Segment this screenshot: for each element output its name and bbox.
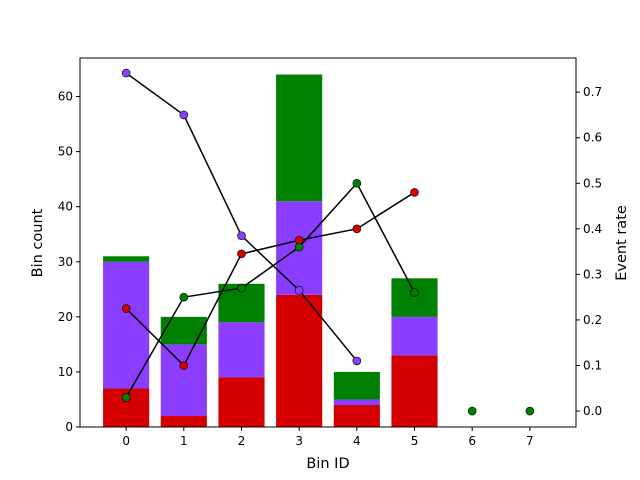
y2-tick-label: 0.5 <box>583 176 602 190</box>
y2-tick-label: 0.1 <box>583 359 602 373</box>
x-tick-label: 1 <box>180 434 188 448</box>
bar-segment <box>103 261 150 389</box>
x-tick-label: 7 <box>526 434 534 448</box>
line-marker <box>410 288 419 297</box>
x-axis-title: Bin ID <box>306 456 349 472</box>
line-marker <box>179 361 189 370</box>
y-tick-label: 60 <box>58 90 73 104</box>
x-tick-label: 3 <box>295 434 303 448</box>
series-line <box>125 181 416 398</box>
y-axis-title: Bin count <box>30 208 46 277</box>
bar-segment <box>276 294 323 427</box>
line-marker <box>237 283 246 293</box>
line-marker <box>467 406 477 416</box>
line-marker <box>179 110 189 120</box>
y-tick-label: 50 <box>58 145 73 159</box>
series-line <box>125 191 415 367</box>
bar-segment <box>218 377 265 427</box>
y-tick-label: 0 <box>65 420 73 434</box>
x-tick-label: 2 <box>238 434 246 448</box>
y2-tick-label: 0.6 <box>583 131 602 145</box>
bar-segment <box>391 316 438 356</box>
line-marker <box>237 231 246 240</box>
y-tick-label: 20 <box>58 310 73 324</box>
bar-segment <box>391 355 438 427</box>
y2-tick-label: 0.3 <box>583 267 602 281</box>
x-tick-label: 4 <box>353 434 361 448</box>
y2-tick-label: 0.0 <box>583 404 602 418</box>
y2-tick-label: 0.7 <box>583 85 602 99</box>
line-marker <box>179 292 189 302</box>
bar-segment <box>160 316 207 345</box>
bars-layer <box>103 74 438 427</box>
line-marker <box>352 178 362 188</box>
bar-segment <box>218 322 265 378</box>
y2-tick-label: 0.2 <box>583 313 602 327</box>
line-marker <box>352 224 362 234</box>
line-marker <box>294 286 304 295</box>
y2-axis-title: Event rate <box>614 205 630 281</box>
bar-segment <box>160 344 207 416</box>
y-tick-label: 10 <box>58 365 73 379</box>
bar-segment <box>333 404 380 427</box>
plot-frame <box>79 57 577 428</box>
line-marker <box>352 356 362 366</box>
lines-layer <box>121 68 535 416</box>
bar-segment <box>391 278 438 317</box>
line-marker <box>237 249 246 259</box>
line-marker <box>294 242 304 252</box>
line-marker <box>121 68 131 78</box>
line-marker <box>121 304 131 313</box>
bar-segment <box>160 415 207 427</box>
bar-segment <box>333 399 380 405</box>
x-tick-label: 5 <box>411 434 419 448</box>
line-marker <box>410 188 419 197</box>
axes-layer: 0 1 2 3 4 5 6 7 0 10 20 30 40 50 60 0.0 0.1 0.2 0.3 0.4 0.5 0… <box>58 57 602 448</box>
y2-tick-label: 0.4 <box>583 222 602 236</box>
x-tick-label: 0 <box>122 434 130 448</box>
y-tick-label: 40 <box>58 200 73 214</box>
line-marker <box>525 406 535 416</box>
y-tick-label: 30 <box>58 255 73 269</box>
bar-segment <box>333 371 380 400</box>
x-tick-label: 6 <box>468 434 476 448</box>
bar-segment <box>276 74 323 202</box>
line-marker <box>121 393 131 402</box>
bar-segment <box>103 256 150 262</box>
